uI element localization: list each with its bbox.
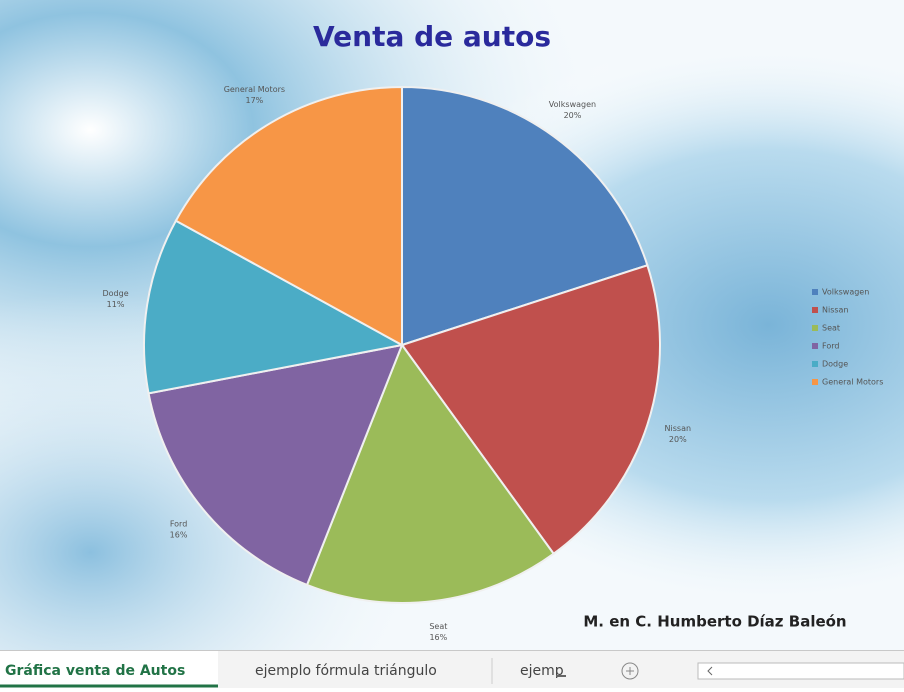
- legend-label: Seat: [822, 324, 840, 333]
- data-label: 11%: [107, 300, 125, 309]
- chart-title: Venta de autos: [313, 20, 551, 53]
- chart: Venta de autos M. en C. Humberto Díaz Ba…: [0, 0, 904, 688]
- data-label: 20%: [669, 435, 687, 444]
- data-label-name: Volkswagen: [549, 100, 596, 109]
- scrollbar[interactable]: [698, 663, 904, 679]
- legend-label: Nissan: [822, 306, 849, 315]
- data-label: 16%: [170, 530, 188, 539]
- legend-label: Ford: [822, 342, 839, 351]
- legend-label: General Motors: [822, 378, 883, 387]
- sheet-tab[interactable]: Gráfica venta de Autos: [5, 663, 185, 679]
- data-label-name: Nissan: [665, 424, 692, 433]
- data-label-name: Dodge: [103, 289, 129, 298]
- data-label-name: Seat: [429, 622, 447, 631]
- legend-swatch: [812, 343, 818, 349]
- sheet-tab[interactable]: ejemplo fórmula triángulo: [255, 663, 437, 679]
- data-label: 17%: [245, 96, 263, 105]
- data-label-name: General Motors: [224, 85, 285, 94]
- legend-swatch: [812, 289, 818, 295]
- legend-label: Volkswagen: [822, 288, 869, 297]
- page: Venta de autos M. en C. Humberto Díaz Ba…: [0, 0, 904, 688]
- data-label-name: Ford: [170, 519, 187, 528]
- legend-swatch: [812, 361, 818, 367]
- legend-swatch: [812, 325, 818, 331]
- author-note: M. en C. Humberto Díaz Baleón: [583, 613, 846, 631]
- legend-label: Dodge: [822, 360, 848, 369]
- legend-swatch: [812, 307, 818, 313]
- legend-swatch: [812, 379, 818, 385]
- data-label: 16%: [429, 633, 447, 642]
- data-label: 20%: [564, 111, 582, 120]
